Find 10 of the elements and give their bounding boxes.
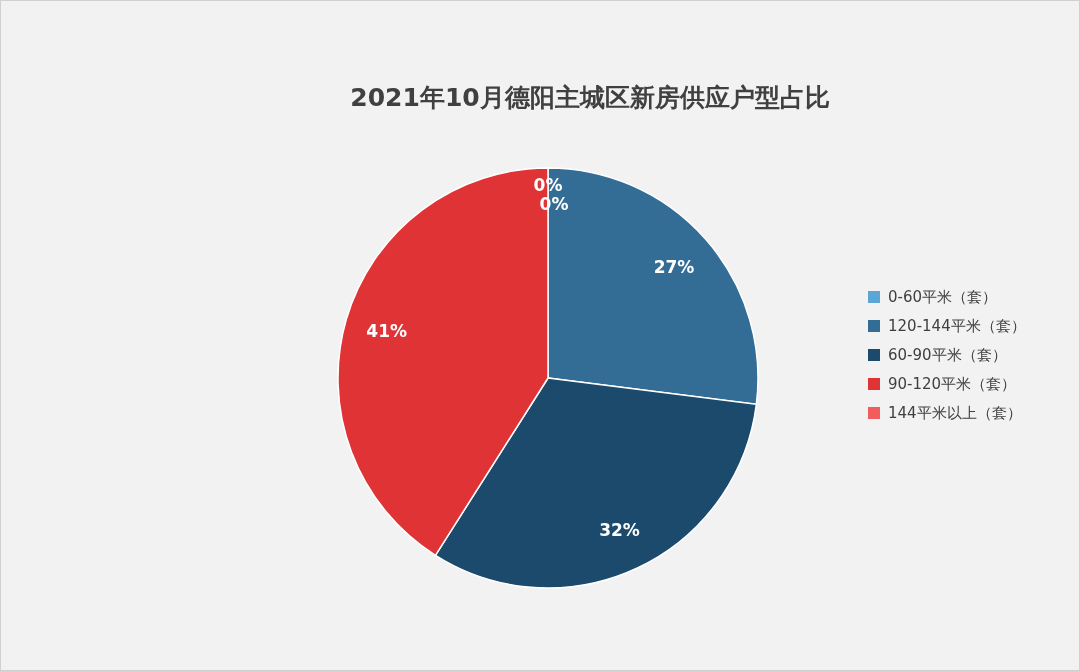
legend-label: 0-60平米（套） (888, 288, 998, 306)
legend-label: 60-90平米（套） (888, 346, 1007, 364)
legend-label: 90-120平米（套） (888, 375, 1017, 393)
legend-label: 144平米以上（套） (888, 404, 1022, 422)
data-label: 41% (366, 321, 408, 342)
legend-label: 120-144平米（套） (888, 317, 1026, 335)
data-label: 32% (599, 520, 640, 541)
chart-title: 2021年10月德阳主城区新房供应户型占比 (350, 83, 830, 112)
text: 0% (533, 174, 563, 195)
data-label: 27% (653, 256, 695, 277)
